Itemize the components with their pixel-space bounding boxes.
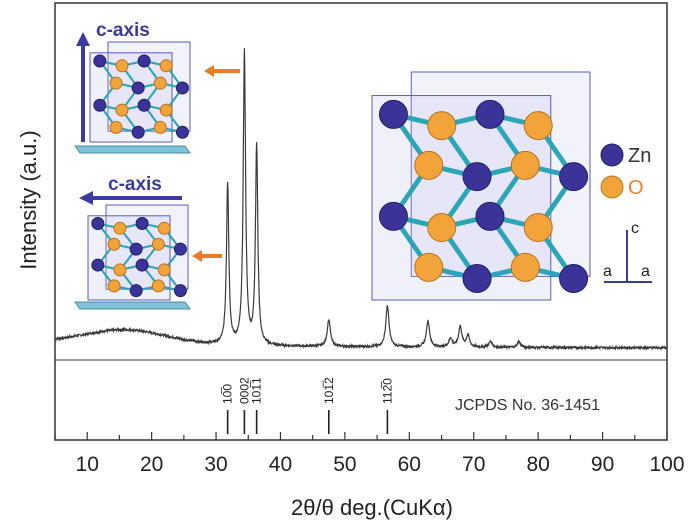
- x-tick-label: 30: [204, 453, 227, 476]
- o-atom: [160, 60, 172, 72]
- axis-a1-label: a: [603, 263, 612, 280]
- arrow-head-icon: [79, 191, 93, 205]
- x-tick-label: 100: [649, 453, 684, 476]
- x-tick-label: 80: [526, 453, 549, 476]
- zn-atom: [130, 285, 142, 297]
- wurtzite-cell-small-middle: [88, 205, 188, 300]
- zn-atom: [463, 265, 491, 293]
- wurtzite-cell-small-top: [90, 42, 190, 142]
- zn-atom-icon: [601, 144, 623, 166]
- o-atom: [152, 238, 164, 250]
- atom-legend: Zn O: [601, 144, 651, 199]
- zn-atom: [138, 55, 150, 67]
- arrow-head-icon: [192, 250, 202, 262]
- o-atom: [114, 222, 126, 234]
- o-atom: [158, 264, 170, 276]
- o-atom: [511, 151, 539, 179]
- crystal-axes: c a a: [603, 220, 652, 282]
- axis-c-label: c: [631, 220, 639, 237]
- arrow-head-icon: [76, 32, 90, 46]
- zn-atom: [476, 202, 504, 230]
- axis-a2-label: a: [641, 263, 650, 280]
- o-atom: [116, 104, 128, 116]
- x-ticks: [55, 432, 667, 440]
- zn-atom: [379, 100, 407, 128]
- zn-atom: [136, 218, 148, 230]
- o-atom: [428, 214, 456, 242]
- x-tick-label: 20: [140, 453, 163, 476]
- o-atom: [108, 280, 120, 292]
- reference-hkl-label: 101̅1: [250, 377, 264, 404]
- zn-atom: [174, 285, 186, 297]
- arrow-head-icon: [204, 65, 214, 77]
- o-atom: [110, 77, 122, 89]
- o-atom: [152, 280, 164, 292]
- zn-atom: [174, 243, 186, 255]
- o-atom: [415, 253, 443, 281]
- zn-atom: [560, 265, 588, 293]
- o-atom: [160, 104, 172, 116]
- zn-atom: [94, 99, 106, 111]
- x-tick-label: 40: [269, 453, 292, 476]
- o-atom: [511, 253, 539, 281]
- y-axis-title: Intensity (a.u.): [16, 130, 41, 269]
- x-axis-title: 2θ/θ deg.(CuKα): [291, 495, 453, 520]
- x-tick-label: 90: [591, 453, 614, 476]
- inset-c-axis-horizontal: c-axis: [75, 174, 222, 309]
- zn-atom: [94, 55, 106, 67]
- o-atom: [524, 112, 552, 140]
- x-tick-labels: 10 20 30 40 50 60 70 80 90 100: [76, 453, 685, 476]
- zn-atom: [379, 202, 407, 230]
- x-tick-label: 50: [333, 453, 356, 476]
- zn-atom: [132, 82, 144, 94]
- o-atom: [524, 214, 552, 242]
- legend-zn-label: Zn: [628, 145, 651, 167]
- legend-o-label: O: [628, 177, 644, 199]
- substrate-middle: [75, 302, 190, 309]
- reference-hkl-label: 101̅2: [322, 377, 336, 404]
- x-tick-label: 10: [76, 453, 99, 476]
- zn-atom: [176, 126, 188, 138]
- o-atom-icon: [601, 176, 623, 198]
- substrate-top: [75, 146, 190, 153]
- o-atom: [110, 121, 122, 133]
- zn-atom: [136, 259, 148, 271]
- o-atom: [415, 151, 443, 179]
- c-axis-label-top: c-axis: [96, 20, 150, 41]
- reference-hkl-label: 10̅0: [221, 384, 235, 404]
- zn-atom: [92, 259, 104, 271]
- zn-atom: [463, 163, 491, 191]
- o-atom: [108, 238, 120, 250]
- x-tick-label: 60: [398, 453, 421, 476]
- zn-atom: [176, 82, 188, 94]
- inset-c-axis-vertical: c-axis: [75, 20, 240, 153]
- reference-card-label: JCPDS No. 36-1451: [455, 397, 600, 414]
- wurtzite-cell-large: [372, 72, 590, 300]
- o-atom: [154, 121, 166, 133]
- zn-atom: [476, 100, 504, 128]
- o-atom: [428, 112, 456, 140]
- o-atom: [116, 60, 128, 72]
- o-atom: [158, 222, 170, 234]
- reference-hkl-label: 112̅0: [380, 378, 394, 404]
- o-atom: [114, 264, 126, 276]
- zn-atom: [130, 243, 142, 255]
- zn-atom: [92, 218, 104, 230]
- x-tick-label: 70: [462, 453, 485, 476]
- zn-atom: [132, 126, 144, 138]
- zn-atom: [560, 163, 588, 191]
- o-atom: [154, 77, 166, 89]
- zn-atom: [138, 99, 150, 111]
- c-axis-label-middle: c-axis: [108, 174, 162, 195]
